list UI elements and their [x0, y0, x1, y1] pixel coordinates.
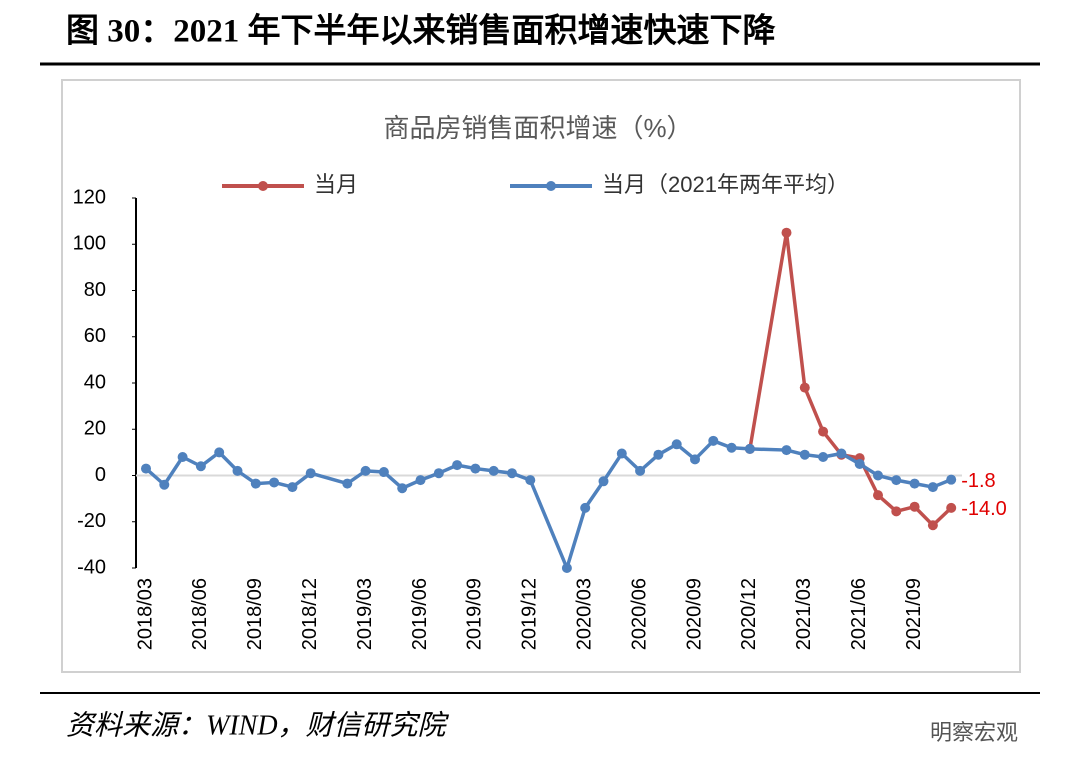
y-tick-label: 60 — [84, 325, 106, 347]
point — [799, 449, 810, 460]
y-tick-label: 20 — [84, 418, 106, 440]
source: 资料来源：WIND，财信研究院 — [66, 710, 450, 741]
x-tick-label: 2021/03 — [793, 578, 815, 650]
point — [744, 443, 755, 454]
header-title: 图 30：2021 年下半年以来销售面积增速快速下降 — [66, 13, 777, 50]
value-label: -1.8 — [961, 470, 995, 492]
y-tick-label: 40 — [84, 371, 106, 393]
x-tick-label: 2018/12 — [299, 578, 321, 650]
point — [433, 468, 444, 479]
value-label: -14.0 — [961, 498, 1007, 520]
x-tick-label: 2021/09 — [903, 578, 925, 650]
x-tick-label: 2020/03 — [573, 578, 595, 650]
point — [708, 435, 719, 446]
point — [873, 490, 883, 501]
y-tick-label: 0 — [95, 464, 106, 486]
point — [360, 465, 371, 476]
point — [507, 468, 517, 479]
x-tick-label: 2019/06 — [409, 578, 431, 650]
x-tick-label: 2018/09 — [244, 578, 266, 650]
point — [909, 501, 920, 512]
point — [598, 476, 609, 487]
point — [781, 227, 792, 238]
point — [891, 475, 902, 486]
x-tick-label: 2021/06 — [848, 578, 870, 650]
point — [927, 520, 938, 531]
point — [671, 439, 682, 450]
point — [397, 483, 408, 494]
x-tick-label: 2020/12 — [738, 578, 760, 650]
point — [141, 463, 151, 474]
point — [927, 482, 938, 493]
point — [818, 452, 829, 462]
point — [616, 448, 627, 459]
x-tick-label: 2019/09 — [464, 578, 486, 650]
point — [214, 447, 225, 458]
point — [854, 458, 865, 469]
point — [378, 467, 389, 478]
x-tick-label: 2018/06 — [189, 578, 211, 650]
y-tick-label: -20 — [77, 510, 106, 532]
point — [799, 382, 810, 393]
point — [836, 448, 847, 459]
point — [635, 465, 646, 476]
point — [269, 477, 280, 488]
point — [177, 452, 188, 462]
legend-label: 当月 — [314, 172, 358, 197]
point — [873, 470, 883, 481]
point — [580, 502, 591, 513]
point — [305, 468, 316, 479]
y-tick-label: 120 — [73, 186, 106, 208]
x-tick-label: 2018/03 — [134, 578, 156, 650]
point — [470, 463, 481, 474]
y-tick-label: 100 — [73, 233, 106, 255]
chart-title: 商品房销售面积增速（%） — [383, 113, 692, 143]
point — [342, 478, 353, 489]
point — [452, 460, 463, 471]
legend-marker — [546, 181, 556, 191]
point — [690, 454, 700, 465]
point — [232, 465, 243, 476]
point — [891, 506, 902, 517]
y-tick-label: -40 — [77, 556, 106, 578]
point — [946, 474, 957, 485]
legend-label: 当月（2021年两年平均） — [602, 172, 849, 197]
y-tick-label: 80 — [84, 279, 106, 301]
point — [250, 478, 261, 489]
point — [287, 482, 298, 493]
point — [726, 442, 737, 453]
legend-marker — [258, 181, 268, 191]
point — [525, 475, 536, 486]
point — [781, 445, 792, 456]
point — [653, 449, 664, 460]
chart-frame — [61, 79, 1021, 673]
point — [488, 465, 499, 476]
point — [909, 478, 920, 489]
plot: -40 -20 0 20 40 60 80 100 120 2018/03 2018/06 2018/… — [73, 172, 1007, 650]
point — [195, 461, 206, 472]
point — [415, 475, 426, 486]
point — [561, 563, 572, 573]
point — [818, 426, 829, 437]
x-tick-label: 2019/12 — [519, 578, 541, 650]
x-tick-label: 2019/03 — [354, 578, 376, 650]
point — [946, 502, 957, 513]
x-tick-label: 2020/09 — [683, 578, 705, 650]
point — [159, 479, 170, 490]
x-tick-label: 2020/06 — [628, 578, 650, 650]
watermark: 明察宏观 — [930, 720, 1018, 745]
